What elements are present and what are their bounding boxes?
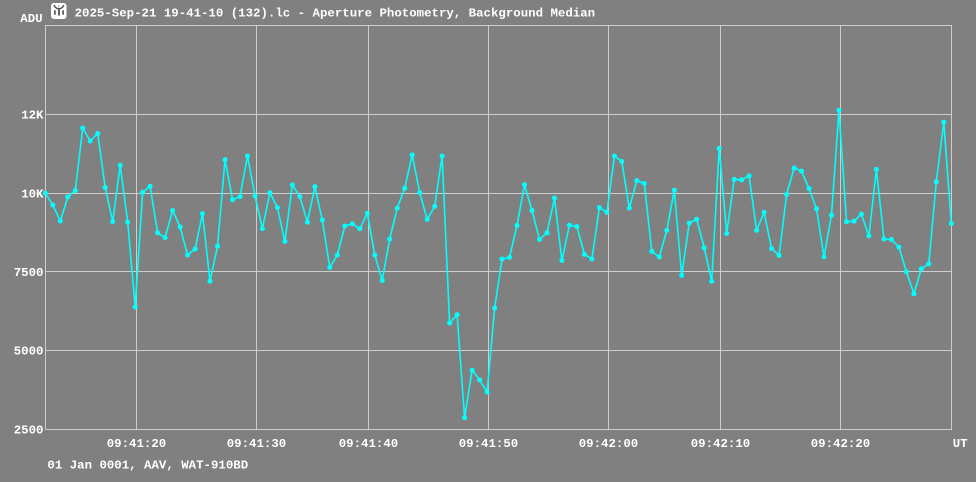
svg-text:09:42:10: 09:42:10 bbox=[691, 437, 751, 451]
svg-text:01 Jan 0001, AAV, WAT-910BD: 01 Jan 0001, AAV, WAT-910BD bbox=[47, 459, 248, 473]
svg-text:7500: 7500 bbox=[14, 266, 44, 280]
svg-text:10K: 10K bbox=[21, 187, 44, 201]
svg-text:5000: 5000 bbox=[14, 345, 44, 359]
svg-text:ADU: ADU bbox=[20, 12, 42, 26]
svg-text:09:41:20: 09:41:20 bbox=[107, 437, 167, 451]
svg-text:09:41:30: 09:41:30 bbox=[227, 437, 287, 451]
svg-text:UT: UT bbox=[953, 437, 968, 451]
svg-text:2500: 2500 bbox=[14, 423, 44, 437]
svg-text:2025-Sep-21 19-41-10 (132).lc: 2025-Sep-21 19-41-10 (132).lc - Aperture… bbox=[75, 7, 596, 21]
svg-text:09:42:20: 09:42:20 bbox=[811, 437, 871, 451]
svg-text:09:41:50: 09:41:50 bbox=[459, 437, 519, 451]
svg-text:09:41:40: 09:41:40 bbox=[339, 437, 399, 451]
svg-text:09:42:00: 09:42:00 bbox=[579, 437, 639, 451]
svg-text:12K: 12K bbox=[21, 109, 44, 123]
